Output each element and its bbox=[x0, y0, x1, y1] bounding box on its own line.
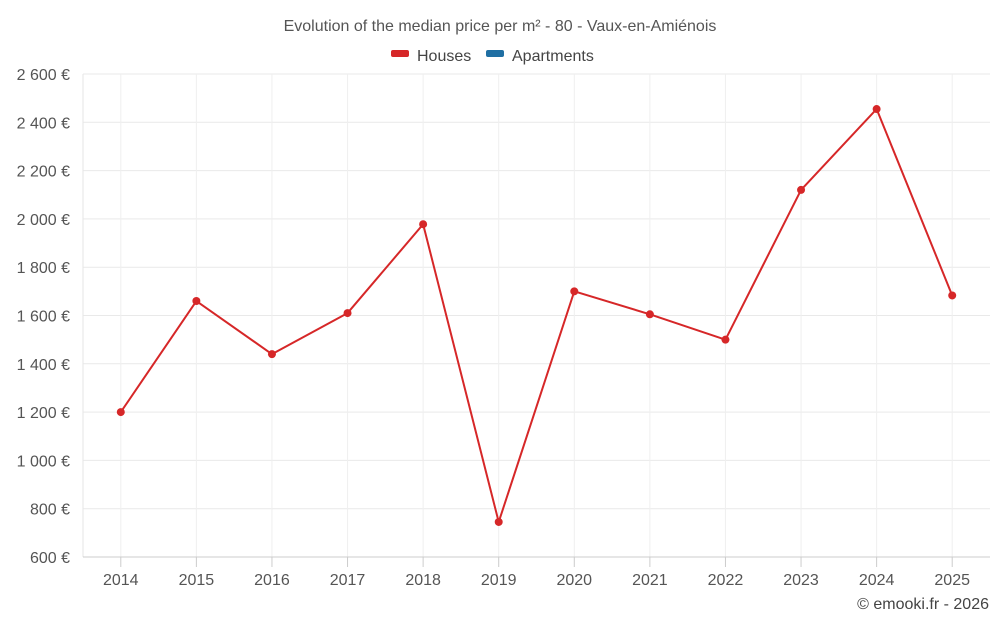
x-tick-label: 2025 bbox=[934, 572, 970, 589]
data-point-2017[interactable] bbox=[343, 309, 352, 318]
data-point-2018[interactable] bbox=[419, 220, 428, 229]
legend-label: Houses bbox=[417, 48, 471, 65]
x-tick-label: 2014 bbox=[103, 572, 139, 589]
x-tick-label: 2023 bbox=[783, 572, 819, 589]
x-tick-label: 2021 bbox=[632, 572, 668, 589]
x-tick-label: 2016 bbox=[254, 572, 290, 589]
legend-item-houses[interactable]: Houses bbox=[391, 48, 471, 65]
y-tick-label: 600 € bbox=[30, 550, 70, 567]
x-axis: 2014 2015 2016 2017 2018 2019 2020 2021 2022 2023… bbox=[83, 556, 990, 589]
data-point-2020[interactable] bbox=[570, 287, 579, 296]
y-tick-label: 2 600 € bbox=[17, 67, 70, 84]
data-point-2019[interactable] bbox=[494, 517, 503, 526]
x-tick-label: 2024 bbox=[859, 572, 895, 589]
y-tick-label: 2 400 € bbox=[17, 115, 70, 132]
x-tick-label: 2020 bbox=[556, 572, 592, 589]
y-tick-label: 1 000 € bbox=[17, 453, 70, 470]
data-point-2015[interactable] bbox=[192, 297, 201, 306]
chart-title: Evolution of the median price per m² - 8… bbox=[284, 18, 717, 35]
y-tick-label: 1 400 € bbox=[17, 357, 70, 374]
x-tick-label: 2022 bbox=[708, 572, 744, 589]
data-point-2016[interactable] bbox=[267, 350, 276, 359]
data-point-2014[interactable] bbox=[116, 408, 125, 417]
x-tick-label: 2015 bbox=[179, 572, 215, 589]
x-tick-label: 2019 bbox=[481, 572, 517, 589]
data-point-2025[interactable] bbox=[948, 291, 957, 300]
credit-text[interactable]: © emooki.fr - 2026 bbox=[857, 596, 989, 613]
series-line-houses bbox=[119, 108, 954, 523]
grid bbox=[82, 73, 990, 557]
y-tick-label: 2 000 € bbox=[17, 212, 70, 229]
legend-swatch bbox=[391, 50, 409, 57]
legend[interactable]: Houses Apartments bbox=[391, 48, 594, 65]
y-tick-label: 2 200 € bbox=[17, 164, 70, 181]
data-point-2024[interactable] bbox=[872, 105, 881, 114]
series bbox=[116, 105, 957, 526]
legend-label: Apartments bbox=[512, 48, 594, 65]
legend-item-apartments[interactable]: Apartments bbox=[486, 48, 594, 65]
data-point-2022[interactable] bbox=[721, 335, 730, 344]
x-tick-label: 2017 bbox=[330, 572, 366, 589]
y-tick-label: 800 € bbox=[30, 502, 70, 519]
legend-swatch bbox=[486, 50, 504, 57]
y-tick-label: 1 800 € bbox=[17, 260, 70, 277]
y-axis: 600 € 800 € 1 000 € 1 200 € 1 400 € 1 600 € 1 … bbox=[17, 67, 70, 567]
y-tick-label: 1 600 € bbox=[17, 309, 70, 326]
x-tick-label: 2018 bbox=[405, 572, 441, 589]
data-point-2023[interactable] bbox=[797, 185, 806, 194]
y-tick-label: 1 200 € bbox=[17, 405, 70, 422]
data-point-2021[interactable] bbox=[645, 310, 654, 319]
